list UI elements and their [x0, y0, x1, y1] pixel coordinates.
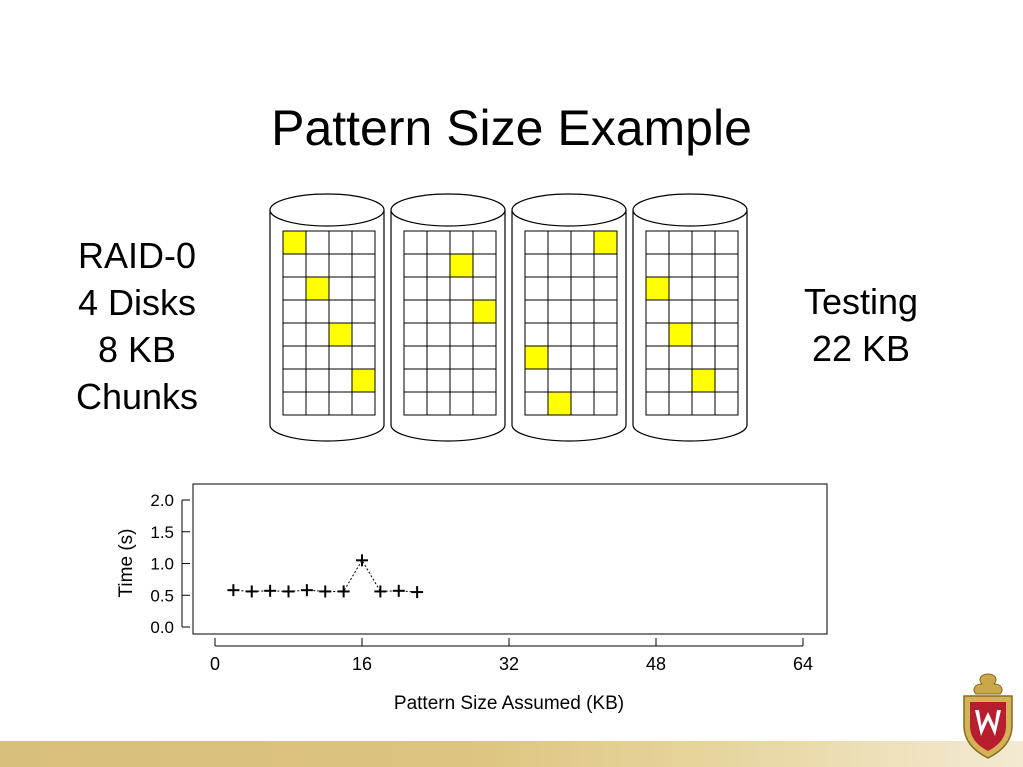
data-point: [245, 585, 258, 598]
data-point: [392, 584, 405, 597]
y-tick-label: 1.0: [150, 555, 174, 574]
raid-line: RAID-0: [77, 235, 197, 276]
y-tick-label: 0.5: [150, 586, 174, 605]
data-point: [411, 586, 424, 599]
data-point: [356, 554, 368, 567]
raid-description: RAID-0 4 Disks 8 KB Chunks: [52, 232, 222, 420]
y-tick-label: 0.0: [150, 618, 174, 637]
chunk-cell: [351, 391, 376, 416]
disk-1: [269, 193, 385, 442]
disk-3: [511, 193, 627, 442]
testing-size-line: 22 KB: [811, 328, 911, 369]
disk-top: [269, 193, 385, 227]
data-point: [300, 584, 313, 597]
data-point: [227, 584, 240, 597]
footer-bar: [0, 741, 1023, 767]
chunk-size-line: 8 KB: [97, 329, 177, 370]
chunk-cell: [472, 391, 497, 416]
x-tick-label: 16: [352, 654, 372, 674]
slide-title: Pattern Size Example: [271, 100, 752, 156]
plot-frame: [192, 483, 828, 635]
uw-crest-icon: [963, 673, 1013, 759]
disks-line: 4 Disks: [77, 282, 197, 323]
disk-4: [632, 193, 748, 442]
disk-2: [390, 193, 506, 442]
data-point: [374, 585, 387, 598]
disk-top: [511, 193, 627, 227]
data-point: [264, 584, 277, 597]
data-point: [282, 585, 295, 598]
testing-line: Testing: [803, 281, 919, 322]
y-tick-label: 1.5: [150, 523, 174, 542]
x-tick-label: 48: [646, 654, 666, 674]
disk-top: [632, 193, 748, 227]
data-point: [319, 585, 332, 598]
chunk-cell: [593, 391, 618, 416]
y-axis-label: Time (s): [116, 529, 137, 598]
testing-description: Testing 22 KB: [776, 278, 946, 372]
disk-top: [390, 193, 506, 227]
y-tick-label: 2.0: [150, 491, 174, 510]
data-point: [337, 585, 350, 598]
x-axis-label: Pattern Size Assumed (KB): [394, 693, 624, 714]
x-tick-label: 64: [793, 654, 813, 674]
x-tick-label: 0: [210, 654, 220, 674]
chunk-cell: [714, 391, 739, 416]
x-tick-label: 32: [499, 654, 519, 674]
chunks-line: Chunks: [75, 376, 199, 417]
